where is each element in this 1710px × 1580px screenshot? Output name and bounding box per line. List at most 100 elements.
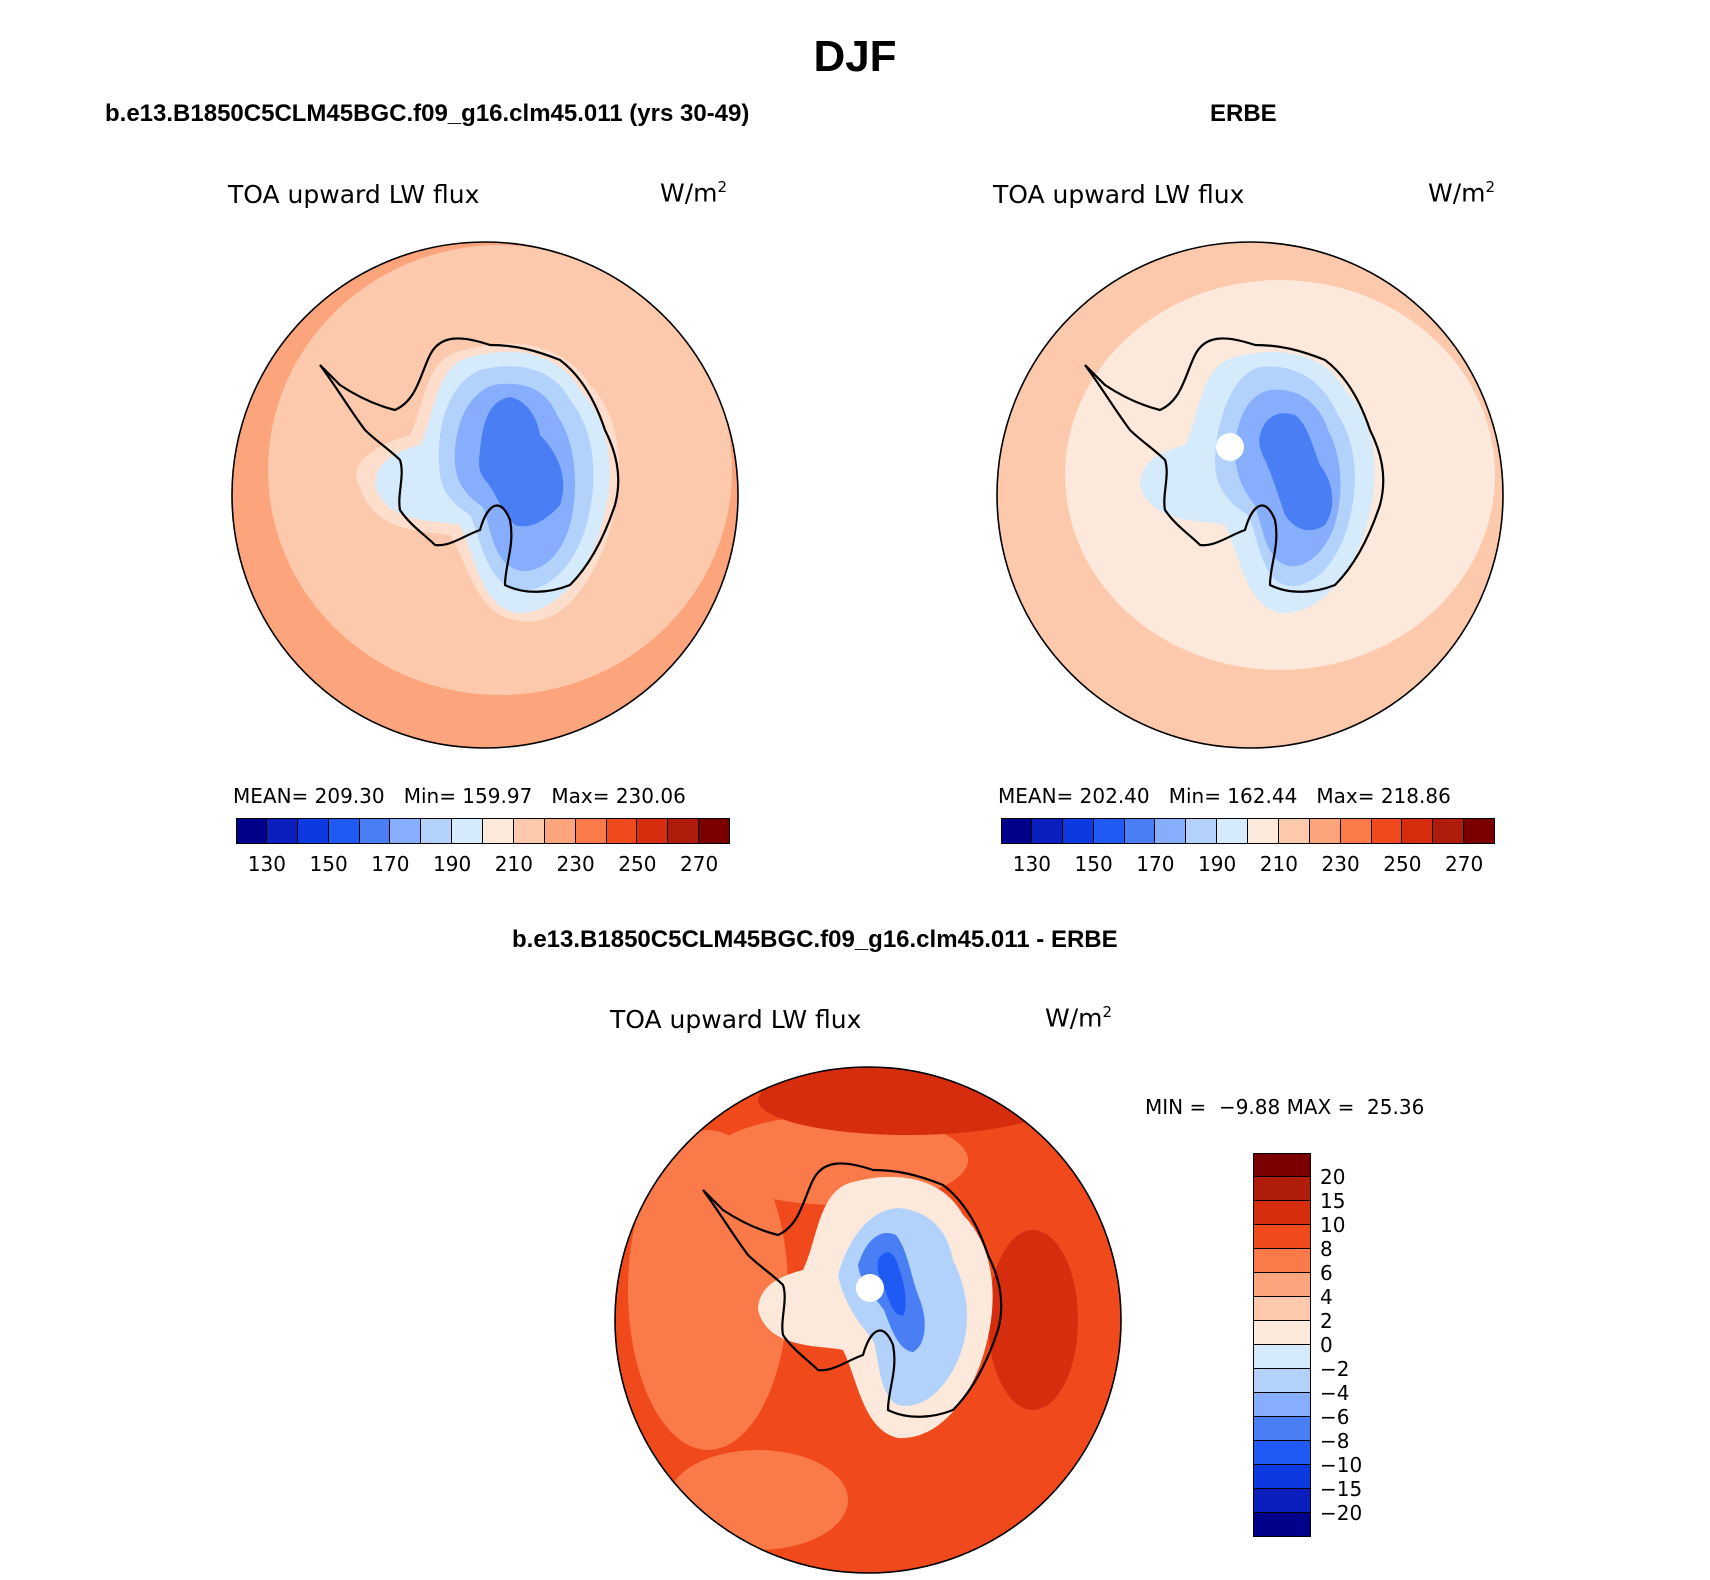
- colorbar-swatch: [1253, 1177, 1311, 1201]
- diff-polar-map: [614, 1066, 1122, 1574]
- panel1-variable: TOA upward LW flux: [228, 180, 480, 209]
- colorbar-tick-label: −10: [1320, 1453, 1363, 1477]
- panel1-polar-map: [231, 241, 739, 749]
- colorbar-tick-label: 210: [1259, 852, 1298, 876]
- colorbar-swatch: [390, 818, 422, 844]
- colorbar-tick-label: −20: [1320, 1501, 1363, 1525]
- colorbar-tick-label: 0: [1320, 1333, 1333, 1357]
- colorbar-swatch: [668, 818, 700, 844]
- panel2-pole-hole: [1216, 433, 1244, 461]
- colorbar-swatch: [1253, 1417, 1311, 1441]
- colorbar-swatch: [1253, 1489, 1311, 1513]
- colorbar-swatch: [544, 818, 576, 844]
- diff-land-core: [877, 1252, 906, 1316]
- main-title: DJF: [813, 32, 897, 81]
- diff-coastline: [702, 1162, 1003, 1418]
- colorbar-swatch: [266, 818, 298, 844]
- diff-variable: TOA upward LW flux: [610, 1005, 862, 1034]
- panel2-heading: ERBE: [1210, 100, 1277, 127]
- colorbar-swatch: [1186, 818, 1218, 844]
- panel2-units: W/m2: [1428, 178, 1495, 207]
- colorbar-tick-label: 15: [1320, 1189, 1346, 1213]
- colorbar-tick-label: −6: [1320, 1405, 1350, 1429]
- colorbar-swatch: [1253, 1321, 1311, 1345]
- colorbar-swatch: [1253, 1441, 1311, 1465]
- colorbar-tick-label: 230: [556, 852, 595, 876]
- colorbar-swatch: [297, 818, 329, 844]
- panel2-colorbar-labels: 130 150 170 190 210 230 250 270: [1001, 852, 1495, 876]
- colorbar-tick-label: 150: [309, 852, 348, 876]
- panel2-polar-map: [996, 241, 1504, 749]
- colorbar-tick-label: 10: [1320, 1213, 1346, 1237]
- colorbar-swatch: [1093, 818, 1125, 844]
- colorbar-swatch: [359, 818, 391, 844]
- colorbar-swatch: [1253, 1513, 1311, 1537]
- panel2-stats: MEAN= 202.40 Min= 162.44 Max= 218.86: [998, 784, 1451, 808]
- diff-warm-patch: [988, 1230, 1078, 1410]
- colorbar-swatch: [1062, 818, 1094, 844]
- colorbar-tick-label: 130: [247, 852, 286, 876]
- panel2-coastline: [1084, 337, 1385, 593]
- panel1-colorbar-labels: 130 150 170 190 210 230 250 270: [236, 852, 730, 876]
- colorbar-swatch: [1253, 1273, 1311, 1297]
- diff-ocean-patch: [628, 1130, 788, 1450]
- panel2-variable: TOA upward LW flux: [993, 180, 1245, 209]
- panel1-units-base: W/m: [660, 178, 718, 208]
- colorbar-tick-label: 4: [1320, 1285, 1333, 1309]
- colorbar-swatch: [1155, 818, 1187, 844]
- panel1-heading: b.e13.B1850C5CLM45BGC.f09_g16.clm45.011 …: [105, 100, 750, 127]
- diff-heading: b.e13.B1850C5CLM45BGC.f09_g16.clm45.011 …: [512, 926, 1118, 953]
- colorbar-swatch: [328, 818, 360, 844]
- panel1-units-exp: 2: [717, 178, 728, 196]
- diff-units-base: W/m: [1045, 1003, 1103, 1033]
- colorbar-swatch: [1309, 818, 1341, 844]
- colorbar-swatch: [513, 818, 545, 844]
- colorbar-tick-label: 270: [1445, 852, 1484, 876]
- diff-minmax: MIN = −9.88 MAX = 25.36: [1145, 1095, 1425, 1119]
- colorbar-swatch: [575, 818, 607, 844]
- colorbar-tick-label: 170: [371, 852, 410, 876]
- colorbar-swatch: [452, 818, 483, 844]
- colorbar-swatch: [1402, 818, 1434, 844]
- colorbar-swatch: [699, 818, 730, 844]
- colorbar-swatch: [483, 818, 514, 844]
- panel2-units-exp: 2: [1485, 178, 1496, 196]
- colorbar-tick-label: 170: [1136, 852, 1175, 876]
- colorbar-swatch: [1464, 818, 1495, 844]
- colorbar-swatch: [1248, 818, 1279, 844]
- colorbar-swatch: [1253, 1297, 1311, 1321]
- colorbar-tick-label: 230: [1321, 852, 1360, 876]
- diff-units: W/m2: [1045, 1003, 1112, 1032]
- panel1-map-border: [231, 241, 739, 749]
- diff-ocean-patch: [668, 1450, 848, 1550]
- panel2-colorbar: [1001, 818, 1495, 844]
- colorbar-tick-label: 130: [1012, 852, 1051, 876]
- colorbar-swatch: [1371, 818, 1403, 844]
- colorbar-tick-label: 20: [1320, 1165, 1346, 1189]
- colorbar-tick-label: 190: [1198, 852, 1237, 876]
- colorbar-swatch: [421, 818, 453, 844]
- colorbar-tick-label: −2: [1320, 1357, 1350, 1381]
- colorbar-swatch: [1253, 1465, 1311, 1489]
- panel1-coastline: [319, 337, 620, 593]
- colorbar-tick-label: −15: [1320, 1477, 1363, 1501]
- diff-colorbar: [1253, 1153, 1311, 1537]
- colorbar-swatch: [1217, 818, 1248, 844]
- colorbar-tick-label: 210: [494, 852, 533, 876]
- colorbar-swatch: [606, 818, 638, 844]
- panel1-land-core: [479, 397, 564, 527]
- colorbar-swatch: [1001, 818, 1032, 844]
- colorbar-tick-label: 8: [1320, 1237, 1333, 1261]
- colorbar-swatch: [637, 818, 669, 844]
- colorbar-swatch: [1031, 818, 1063, 844]
- panel1-units: W/m2: [660, 178, 727, 207]
- panel1-colorbar: [236, 818, 730, 844]
- colorbar-swatch: [1124, 818, 1156, 844]
- panel2-land-core: [1259, 413, 1333, 531]
- diff-colorbar-labels: 20 15 10 8 6 4 2 0 −2 −4 −6 −8 −10 −15 −20: [1320, 1153, 1400, 1537]
- colorbar-swatch: [1253, 1249, 1311, 1273]
- colorbar-swatch: [1253, 1345, 1311, 1369]
- colorbar-tick-label: 2: [1320, 1309, 1333, 1333]
- colorbar-swatch: [1253, 1369, 1311, 1393]
- colorbar-tick-label: 250: [618, 852, 657, 876]
